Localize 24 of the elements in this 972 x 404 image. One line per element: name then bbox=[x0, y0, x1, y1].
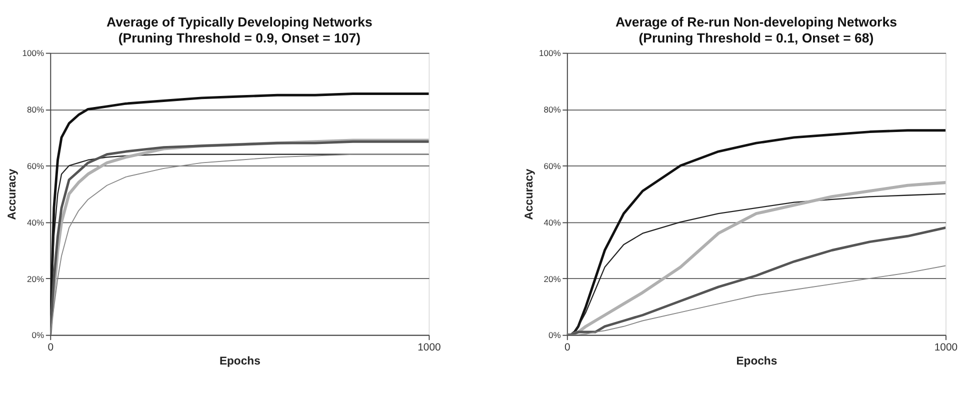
y-tick-label: 0% bbox=[32, 330, 44, 340]
y-tick-label: 80% bbox=[544, 104, 562, 115]
y-tick-label: 0% bbox=[548, 330, 562, 340]
y-tick-label: 20% bbox=[544, 274, 562, 284]
x-tick-label: 0 bbox=[564, 342, 570, 354]
y-axis-title: Accuracy bbox=[6, 168, 19, 220]
x-tick-label: 0 bbox=[48, 342, 54, 354]
y-tick-label: 60% bbox=[544, 160, 562, 171]
y-tick-label: 20% bbox=[26, 274, 44, 284]
chart-title: Average of Typically Developing Networks bbox=[106, 14, 372, 30]
y-tick-label: 40% bbox=[544, 217, 562, 228]
y-tick-label: 80% bbox=[26, 104, 44, 115]
x-tick-label: 1000 bbox=[418, 342, 441, 354]
y-tick-label: 100% bbox=[539, 48, 562, 58]
y-axis-title: Accuracy bbox=[523, 168, 536, 220]
x-axis-title: Epochs bbox=[736, 356, 778, 368]
y-tick-label: 100% bbox=[22, 48, 44, 58]
y-tick-label: 40% bbox=[26, 217, 44, 228]
chart-subtitle: (Pruning Threshold = 0.9, Onset = 107) bbox=[118, 30, 361, 46]
x-axis-title: Epochs bbox=[219, 356, 260, 368]
x-tick-label: 1000 bbox=[934, 342, 958, 354]
y-tick-label: 60% bbox=[26, 160, 44, 171]
chart-subtitle: (Pruning Threshold = 0.1, Onset = 68) bbox=[638, 30, 874, 46]
chart-title: Average of Re-run Non-developing Networks bbox=[615, 14, 897, 30]
